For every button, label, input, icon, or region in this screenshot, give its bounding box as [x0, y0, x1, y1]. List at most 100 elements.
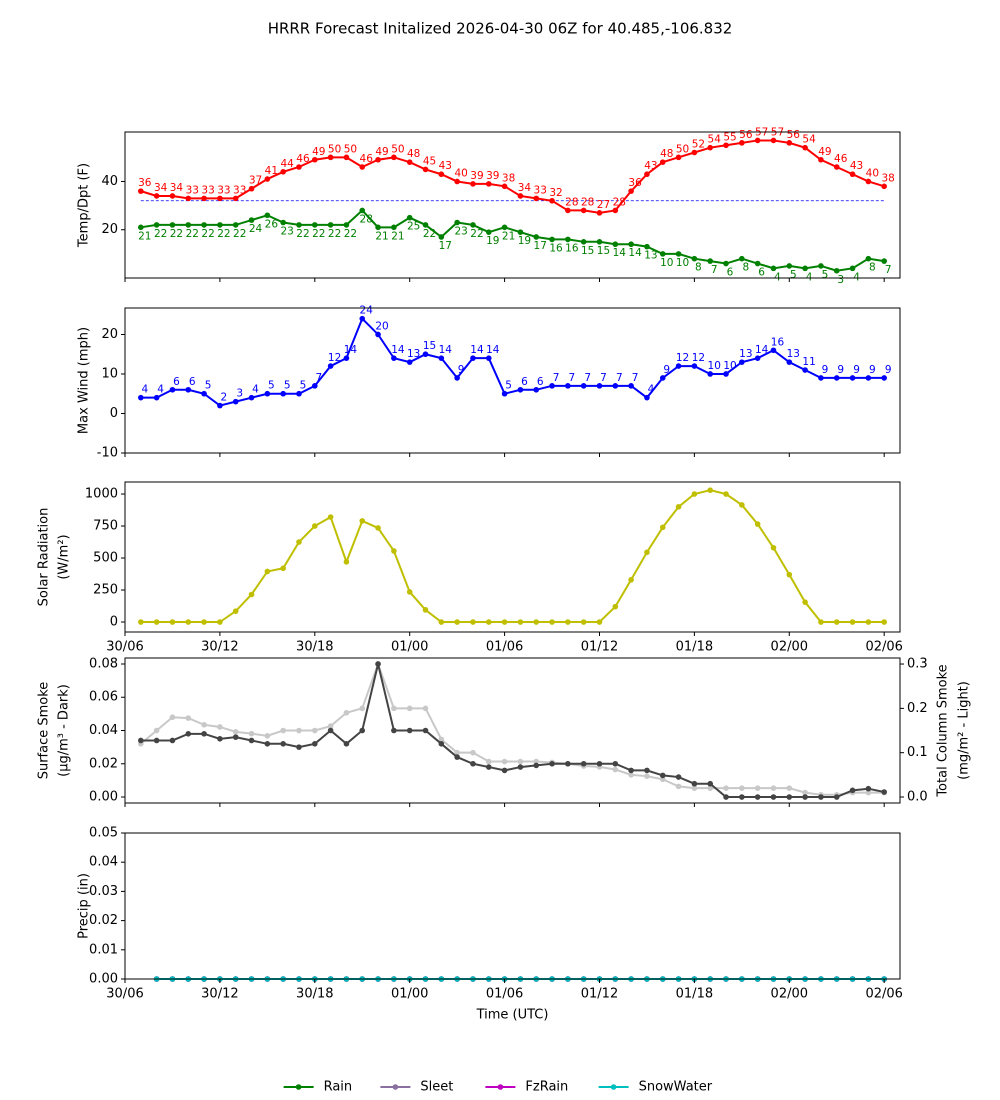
data-point: [311, 727, 318, 734]
data-point: [770, 137, 777, 144]
data-label: 7: [632, 372, 639, 384]
data-label: 43: [850, 160, 863, 172]
data-point: [501, 183, 508, 190]
data-label: 46: [360, 153, 374, 165]
data-label: 6: [521, 376, 528, 388]
data-point: [485, 764, 492, 770]
data-point: [533, 619, 540, 625]
data-point: [264, 212, 271, 219]
data-point: [169, 737, 176, 744]
data-label: 21: [138, 230, 151, 242]
data-label: 46: [834, 153, 848, 165]
data-point: [501, 224, 508, 231]
data-point: [517, 229, 524, 235]
data-point: [818, 794, 824, 800]
data-point: [264, 741, 271, 747]
data-point: [881, 375, 887, 381]
data-point: [280, 727, 286, 734]
data-point: [311, 383, 318, 389]
data-point: [359, 705, 366, 712]
data-point: [201, 731, 207, 737]
data-point: [280, 565, 286, 572]
y-tick-label: 0.08: [89, 656, 118, 671]
data-point: [438, 741, 445, 747]
data-label: 5: [300, 380, 307, 392]
data-point: [248, 217, 255, 223]
data-point: [644, 243, 650, 250]
data-point: [391, 705, 397, 712]
y-tick-label: 10: [101, 366, 118, 381]
data-label: 7: [569, 372, 576, 384]
data-point: [138, 188, 144, 194]
data-point: [580, 619, 587, 625]
data-label: 50: [391, 143, 404, 155]
data-point: [217, 619, 223, 625]
figure-title: HRRR Forecast Initalized 2026-04-30 06Z …: [268, 20, 733, 38]
data-point: [438, 355, 445, 361]
data-point: [723, 785, 729, 791]
data-point: [153, 394, 160, 401]
data-label: 13: [407, 348, 420, 360]
data-label: 49: [312, 146, 325, 158]
data-point: [580, 207, 587, 214]
data-label: 19: [486, 235, 499, 247]
data-label: 9: [885, 364, 892, 376]
y-tick-label: 0.06: [89, 690, 118, 705]
x-tick-label: 02/06: [865, 987, 902, 1002]
data-label: 24: [360, 305, 374, 317]
data-point: [818, 619, 824, 625]
data-label: 34: [518, 182, 532, 194]
y-tick-label: 500: [93, 551, 118, 566]
data-label: 7: [600, 372, 607, 384]
data-label: 22: [344, 228, 357, 240]
data-point: [723, 794, 729, 800]
legend-label: Sleet: [420, 1080, 453, 1095]
data-point: [739, 502, 745, 508]
data-point: [138, 737, 144, 744]
data-point: [675, 774, 682, 780]
data-point: [707, 780, 714, 787]
data-point: [327, 363, 334, 369]
data-label: 22: [170, 228, 183, 240]
data-label: 15: [581, 245, 594, 257]
data-point: [201, 222, 207, 228]
data-label: 15: [597, 245, 610, 257]
data-point: [659, 776, 666, 783]
data-point: [802, 794, 808, 800]
data-label: 27: [597, 199, 610, 211]
data-point: [185, 715, 192, 721]
data-label: 22: [470, 228, 483, 240]
data-label: 12: [328, 352, 341, 364]
data-label: 23: [280, 225, 293, 237]
legend-marker: [610, 1084, 617, 1090]
data-point: [628, 576, 634, 583]
data-point: [723, 491, 729, 497]
data-point: [217, 724, 223, 730]
data-label: 4: [141, 384, 148, 396]
data-point: [185, 386, 192, 393]
data-label: 8: [869, 262, 876, 274]
data-label: 33: [534, 184, 547, 196]
data-point: [201, 195, 207, 202]
data-label: 22: [217, 228, 230, 240]
legend-marker: [392, 1084, 399, 1090]
data-point: [343, 741, 350, 747]
plot-frame: [124, 131, 901, 279]
legend-label: Rain: [324, 1080, 353, 1095]
data-point: [675, 363, 682, 369]
data-point: [153, 222, 160, 228]
data-point: [169, 222, 176, 228]
data-point: [280, 390, 286, 397]
data-point: [232, 398, 239, 405]
data-point: [770, 347, 777, 354]
x-tick-label: 30/18: [296, 640, 333, 655]
y-tick-label: 0.05: [89, 826, 118, 841]
data-point: [406, 159, 413, 165]
data-point: [865, 255, 872, 262]
data-point: [596, 239, 603, 245]
data-label: 6: [189, 376, 196, 388]
data-label: 28: [360, 213, 373, 225]
data-point: [881, 258, 887, 264]
data-label: 54: [802, 134, 816, 146]
y2-axis-label: (mg/m² - Light): [957, 681, 972, 780]
